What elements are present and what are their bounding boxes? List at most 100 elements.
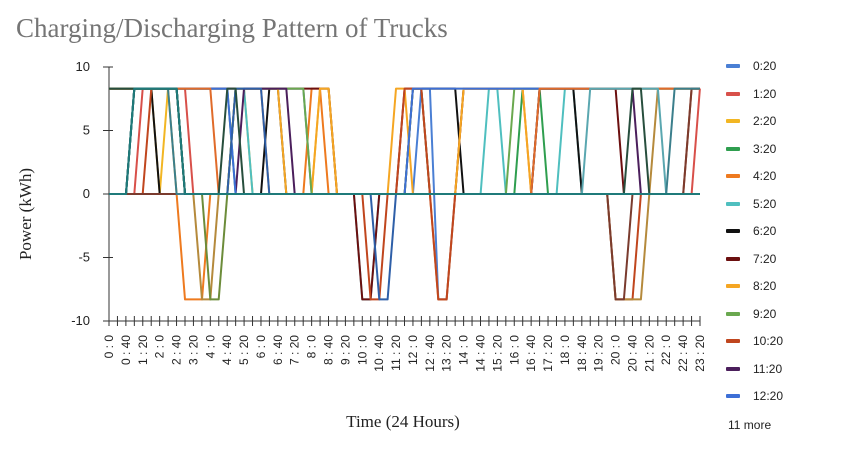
legend-item[interactable]: 9:20 [726, 306, 776, 322]
legend-swatch [726, 284, 740, 288]
x-tick-label: 12 : 0 [406, 335, 420, 365]
legend-item[interactable]: 3:20 [726, 141, 776, 157]
x-tick-label: 1 : 20 [136, 335, 150, 365]
legend-label: 0:20 [753, 59, 777, 73]
legend-swatch [726, 394, 740, 398]
legend-swatch [726, 146, 740, 151]
series-line-hidden-16 [109, 87, 700, 195]
legend-swatch [726, 201, 740, 206]
y-tick-label: 10 [76, 59, 90, 74]
legend-swatch [726, 339, 740, 343]
series-line-1-20 [109, 87, 701, 195]
series-line-hidden-15 [109, 87, 700, 195]
y-tick-label: 5 [83, 123, 90, 138]
x-tick-label: 2 : 40 [170, 335, 184, 365]
x-tick-label: 14 : 40 [473, 335, 487, 372]
legend-label: 3:20 [753, 141, 777, 156]
series-line-hidden-17 [109, 87, 700, 301]
series-line-8-20 [109, 87, 700, 195]
x-tick-label: 5 : 20 [237, 335, 251, 365]
x-tick-label: 20 : 40 [625, 335, 639, 372]
x-tick-label: 12 : 40 [423, 335, 437, 372]
x-tick-label: 7 : 20 [288, 335, 302, 365]
x-tick-label: 16 : 0 [507, 335, 521, 365]
series-line-hidden-23 [109, 87, 700, 195]
x-tick-label: 11 : 20 [389, 335, 403, 371]
legend-item[interactable]: 10:20 [726, 333, 783, 349]
series-line-hidden-22 [109, 87, 700, 195]
series-line-hidden-19 [109, 87, 700, 195]
x-tick-label: 10 : 0 [355, 335, 369, 365]
x-tick-label: 6 : 40 [271, 335, 285, 365]
x-tick-label: 18 : 40 [575, 335, 589, 372]
legend-label: 2:20 [753, 114, 777, 128]
legend-item[interactable]: 0:20 [726, 58, 776, 74]
x-tick-label: 4 : 0 [203, 335, 217, 359]
series-line-12-20 [109, 87, 700, 195]
x-tick-label: 14 : 0 [457, 335, 471, 365]
x-tick-label: 8 : 0 [305, 335, 319, 359]
legend-swatch [726, 229, 740, 233]
x-tick-label: 18 : 0 [558, 335, 572, 365]
legend-label: 7:20 [753, 251, 777, 266]
x-tick-label: 9 : 20 [338, 335, 352, 365]
legend-item[interactable]: 12:20 [726, 388, 783, 404]
x-tick-label: 20 : 0 [609, 335, 623, 365]
legend-label: 8:20 [753, 279, 777, 293]
series-line-hidden-21 [109, 87, 700, 195]
y-tick-label: -10 [71, 313, 90, 328]
legend-label: 12:20 [753, 389, 784, 403]
x-tick-label: 13 : 20 [440, 335, 454, 372]
legend-label: 1:20 [753, 86, 777, 101]
x-tick-label: 22 : 40 [676, 335, 690, 372]
x-tick-label: 16 : 40 [524, 335, 538, 372]
x-tick-label: 19 : 20 [592, 335, 606, 372]
legend-swatch [726, 366, 740, 371]
legend-label: 10:20 [753, 334, 784, 348]
chart-title: Charging/Discharging Pattern of Trucks [16, 13, 448, 43]
legend-label: 11:20 [753, 361, 783, 376]
x-tick-label: 8 : 40 [322, 335, 336, 365]
series-line-6-20 [109, 87, 700, 195]
x-tick-label: 6 : 0 [254, 335, 268, 359]
y-tick-label: -5 [78, 250, 90, 265]
legend-more-link[interactable]: 11 more [728, 417, 772, 432]
legend-label: 5:20 [753, 196, 777, 211]
legend-item[interactable]: 2:20 [726, 113, 776, 129]
series-line-2-20 [109, 87, 700, 195]
series-line-hidden-20 [109, 87, 700, 195]
series-line-11-20 [109, 87, 700, 195]
x-tick-label: 0 : 0 [102, 335, 116, 359]
x-tick-label: 10 : 40 [372, 335, 386, 372]
x-tick-label: 21 : 20 [642, 335, 656, 372]
x-tick-label: 17 : 20 [541, 335, 555, 372]
legend-swatch [726, 311, 740, 316]
legend-item[interactable]: 11:20 [726, 361, 782, 377]
x-tick-label: 23 : 20 [693, 335, 707, 372]
y-tick-label: 0 [83, 186, 90, 201]
legend-swatch [726, 256, 740, 261]
x-tick-label: 2 : 0 [153, 335, 167, 359]
legend-item[interactable]: 1:20 [726, 86, 776, 102]
x-axis-title: Time (24 Hours) [346, 412, 460, 431]
x-tick-label: 0 : 40 [119, 335, 133, 365]
y-axis-title: Power (kWh) [16, 167, 35, 261]
legend-swatch [726, 64, 740, 68]
x-tick-label: 15 : 20 [490, 335, 504, 372]
legend-item[interactable]: 8:20 [726, 278, 776, 294]
x-tick-label: 4 : 40 [220, 335, 234, 365]
series-line-3-20 [109, 87, 700, 195]
x-tick-label: 3 : 20 [186, 335, 200, 365]
x-tick-label: 22 : 0 [659, 335, 673, 365]
legend-label: 4:20 [753, 169, 777, 183]
legend-label: 9:20 [753, 306, 777, 321]
legend-swatch [726, 91, 740, 96]
legend-item[interactable]: 5:20 [726, 196, 776, 212]
legend-item[interactable]: 6:20 [726, 223, 776, 239]
legend-swatch [726, 174, 740, 178]
legend-item[interactable]: 4:20 [726, 168, 776, 184]
legend-item[interactable]: 7:20 [726, 251, 776, 267]
series-line-9-20 [109, 87, 700, 195]
legend-label: 6:20 [753, 224, 777, 238]
